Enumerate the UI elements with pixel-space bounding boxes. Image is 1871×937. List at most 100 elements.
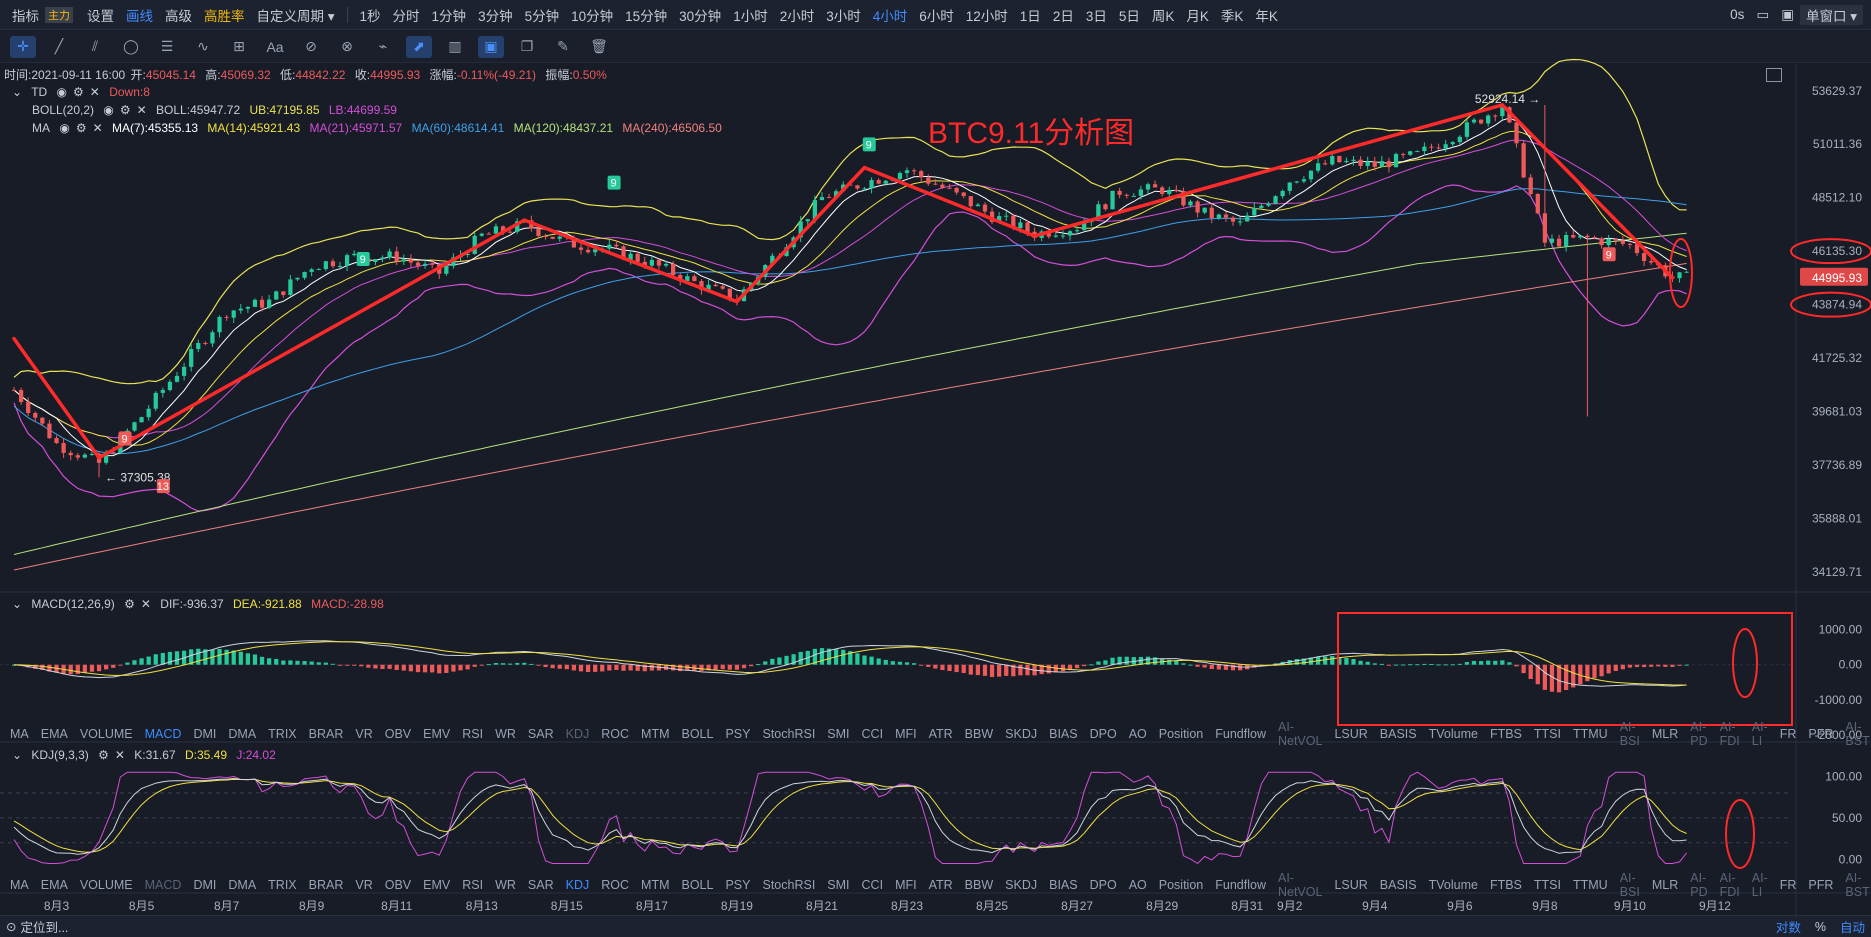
tab-macd-ai-netvol[interactable]: AI-NetVOL bbox=[1277, 720, 1323, 748]
tab-macd-atr[interactable]: ATR bbox=[928, 727, 953, 741]
tab-kdj-dmi[interactable]: DMI bbox=[193, 878, 217, 892]
menu-item-1[interactable]: 主力 bbox=[45, 6, 73, 23]
menu-item-6[interactable]: 自定义周期 ▾ bbox=[256, 8, 335, 24]
menu-item-14[interactable]: 30分钟 bbox=[679, 8, 722, 24]
tab-macd-dmi[interactable]: DMI bbox=[193, 727, 217, 741]
tab-macd-volume[interactable]: VOLUME bbox=[79, 727, 133, 741]
log-scale-toggle[interactable]: 对数 bbox=[1775, 921, 1801, 935]
eye-icon[interactable]: ◉ bbox=[59, 121, 70, 135]
tab-macd-sar[interactable]: SAR bbox=[527, 727, 554, 741]
tab-macd-ai-bsi[interactable]: AI-BSI bbox=[1619, 720, 1640, 748]
tab-macd-tvolume[interactable]: TVolume bbox=[1428, 727, 1478, 741]
menu-item-7[interactable]: 1秒 bbox=[359, 8, 381, 24]
window-icon[interactable]: ▭ bbox=[1756, 6, 1770, 22]
tab-macd-ai-li[interactable]: AI-LI bbox=[1751, 720, 1768, 748]
menu-item-13[interactable]: 15分钟 bbox=[625, 8, 668, 24]
draw-mode-icon[interactable]: ⬈ bbox=[406, 35, 432, 58]
tab-kdj-mfi[interactable]: MFI bbox=[895, 878, 917, 892]
menu-item-27[interactable]: 季K bbox=[1220, 8, 1244, 24]
collapse-icon[interactable]: ⌄ bbox=[12, 85, 23, 99]
tab-kdj-bias[interactable]: BIAS bbox=[1049, 878, 1078, 892]
menu-item-26[interactable]: 月K bbox=[1186, 8, 1209, 24]
tab-kdj-pfr[interactable]: PFR bbox=[1808, 878, 1834, 892]
menu-item-9[interactable]: 1分钟 bbox=[431, 8, 467, 24]
menu-item-24[interactable]: 5日 bbox=[1118, 8, 1140, 24]
tab-macd-bias[interactable]: BIAS bbox=[1049, 727, 1078, 741]
tab-macd-position[interactable]: Position bbox=[1158, 727, 1204, 741]
text-tool-icon[interactable]: Aa bbox=[266, 38, 284, 55]
collapse-icon[interactable]: ⌄ bbox=[12, 597, 23, 611]
menu-item-10[interactable]: 3分钟 bbox=[478, 8, 513, 24]
tab-kdj-obv[interactable]: OBV bbox=[384, 878, 412, 892]
tab-macd-mfi[interactable]: MFI bbox=[895, 727, 917, 741]
crosshair-tool-icon[interactable]: ✛ bbox=[10, 35, 36, 58]
tab-macd-mlr[interactable]: MLR bbox=[1651, 727, 1679, 741]
tab-kdj-ai-netvol[interactable]: AI-NetVOL bbox=[1277, 871, 1323, 899]
tab-kdj-brar[interactable]: BRAR bbox=[308, 878, 344, 892]
collapse-icon[interactable]: ⌄ bbox=[12, 748, 23, 762]
menu-item-16[interactable]: 2小时 bbox=[779, 8, 815, 24]
lock-tool-icon[interactable]: ⊗ bbox=[341, 38, 353, 54]
tab-kdj-volume[interactable]: VOLUME bbox=[79, 878, 133, 892]
tab-kdj-macd[interactable]: MACD bbox=[144, 878, 182, 892]
tab-kdj-fr[interactable]: FR bbox=[1779, 878, 1797, 892]
tab-macd-rsi[interactable]: RSI bbox=[462, 727, 484, 741]
tab-macd-fundflow[interactable]: Fundflow bbox=[1215, 727, 1266, 741]
tab-macd-ma[interactable]: MA bbox=[10, 727, 29, 741]
trash-icon[interactable]: 🗑 bbox=[590, 38, 608, 54]
edit-icon[interactable]: ✎ bbox=[557, 38, 569, 54]
locate-button[interactable]: 定位到... bbox=[20, 921, 69, 935]
tab-kdj-position[interactable]: Position bbox=[1158, 878, 1204, 892]
tab-macd-brar[interactable]: BRAR bbox=[308, 727, 344, 741]
tab-macd-lsur[interactable]: LSUR bbox=[1334, 727, 1368, 741]
tab-macd-basis[interactable]: BASIS bbox=[1379, 727, 1417, 741]
fib-tool-icon[interactable]: ☰ bbox=[160, 38, 174, 54]
tab-kdj-psy[interactable]: PSY bbox=[725, 878, 751, 892]
tab-macd-smi[interactable]: SMI bbox=[827, 727, 850, 741]
tab-kdj-fundflow[interactable]: Fundflow bbox=[1215, 878, 1266, 892]
tab-kdj-ttmu[interactable]: TTMU bbox=[1573, 878, 1608, 892]
copy-icon[interactable]: ❐ bbox=[520, 38, 534, 54]
tab-macd-pfr[interactable]: PFR bbox=[1808, 727, 1834, 741]
tab-kdj-rsi[interactable]: RSI bbox=[462, 878, 484, 892]
tab-kdj-ai-pd[interactable]: AI-PD bbox=[1690, 871, 1708, 899]
tab-kdj-cci[interactable]: CCI bbox=[861, 878, 884, 892]
tab-macd-dma[interactable]: DMA bbox=[228, 727, 257, 741]
menu-item-11[interactable]: 5分钟 bbox=[524, 8, 560, 24]
line-tool-icon[interactable]: ╱ bbox=[54, 38, 64, 54]
tab-kdj-boll[interactable]: BOLL bbox=[681, 878, 714, 892]
tab-kdj-ema[interactable]: EMA bbox=[40, 878, 68, 892]
close-icon[interactable]: ✕ bbox=[114, 748, 125, 762]
tab-kdj-lsur[interactable]: LSUR bbox=[1334, 878, 1368, 892]
percent-toggle[interactable]: % bbox=[1814, 919, 1826, 934]
layout-icon[interactable]: ▣ bbox=[1781, 6, 1794, 22]
tab-kdj-dpo[interactable]: DPO bbox=[1089, 878, 1117, 892]
auto-scale-toggle[interactable]: 自动 bbox=[1839, 921, 1865, 935]
channel-tool-icon[interactable]: ⫽ bbox=[91, 38, 99, 54]
tab-macd-boll[interactable]: BOLL bbox=[681, 727, 714, 741]
menu-item-28[interactable]: 年K bbox=[1255, 8, 1278, 24]
tab-macd-trix[interactable]: TRIX bbox=[268, 727, 297, 741]
tab-macd-ftbs[interactable]: FTBS bbox=[1489, 727, 1522, 741]
tab-macd-mtm[interactable]: MTM bbox=[641, 727, 670, 741]
menu-item-2[interactable]: 设置 bbox=[87, 8, 114, 24]
menu-item-0[interactable]: 指标 bbox=[12, 8, 39, 24]
menu-item-8[interactable]: 分时 bbox=[392, 8, 420, 24]
tab-kdj-ao[interactable]: AO bbox=[1128, 878, 1147, 892]
menu-item-4[interactable]: 高级 bbox=[165, 8, 192, 24]
menu-item-20[interactable]: 12小时 bbox=[965, 8, 1008, 24]
tab-kdj-ai-bst[interactable]: AI-BST bbox=[1845, 871, 1870, 899]
ellipse-tool-icon[interactable]: ◯ bbox=[123, 38, 139, 54]
fullscreen-icon[interactable] bbox=[1766, 68, 1782, 82]
locate-icon[interactable]: ⊙ bbox=[6, 920, 17, 934]
close-icon[interactable]: ✕ bbox=[92, 121, 103, 135]
menu-item-17[interactable]: 3小时 bbox=[826, 8, 861, 24]
tab-macd-dpo[interactable]: DPO bbox=[1089, 727, 1117, 741]
tab-kdj-vr[interactable]: VR bbox=[355, 878, 373, 892]
measure-tool-icon[interactable]: ⊞ bbox=[233, 38, 245, 54]
menu-item-18[interactable]: 4小时 bbox=[872, 8, 908, 24]
eye-icon[interactable]: ◉ bbox=[56, 85, 68, 99]
tab-macd-obv[interactable]: OBV bbox=[384, 727, 412, 741]
menu-item-19[interactable]: 6小时 bbox=[919, 8, 954, 24]
settings-icon[interactable]: ⚙ bbox=[75, 121, 87, 135]
